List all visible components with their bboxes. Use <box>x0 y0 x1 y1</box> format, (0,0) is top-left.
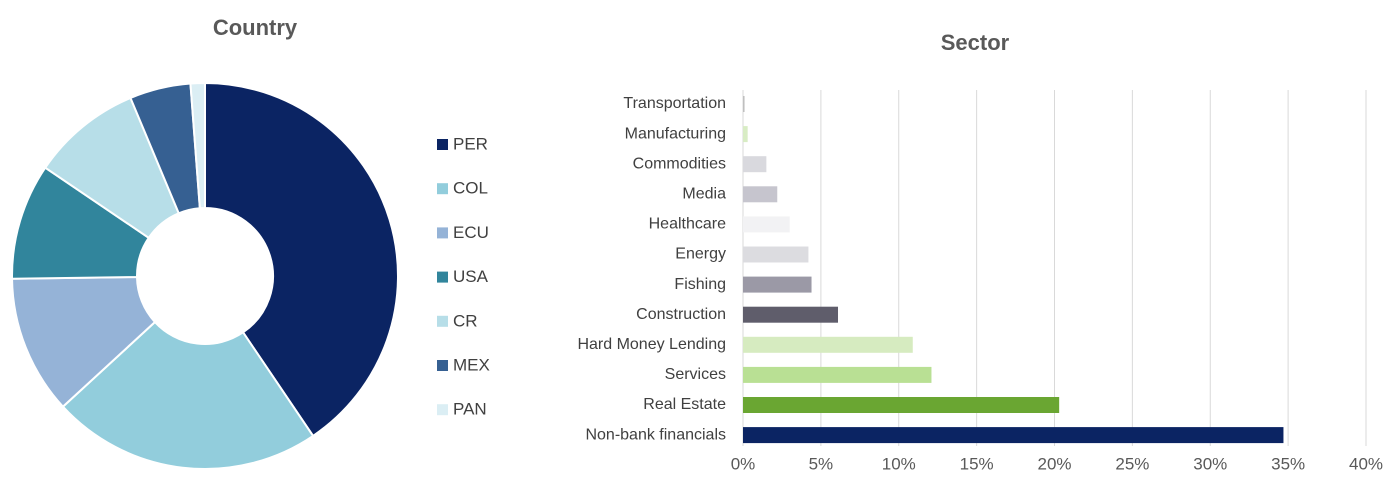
y-tick-label: Real Estate <box>643 396 726 413</box>
y-tick-label: Fishing <box>674 276 726 293</box>
x-tick-label: 0% <box>731 454 756 473</box>
pie-slice <box>61 320 315 470</box>
y-tick-label: Manufacturing <box>625 125 726 142</box>
x-tick-label: 10% <box>882 454 916 473</box>
legend-swatch <box>437 227 448 239</box>
legend-label: PAN <box>453 400 487 419</box>
legend-label: USA <box>453 267 489 286</box>
legend-label: CR <box>453 311 478 330</box>
bar-title: Sector <box>941 30 1010 55</box>
bar <box>743 216 790 233</box>
legend-label: PER <box>453 134 488 153</box>
x-tick-label: 30% <box>1193 454 1227 473</box>
bar <box>743 366 932 383</box>
bar <box>743 336 913 353</box>
y-tick-label: Energy <box>675 246 726 263</box>
bar <box>743 126 748 143</box>
bar <box>743 306 839 323</box>
legend-label: COL <box>453 179 488 198</box>
x-tick-label: 20% <box>1037 454 1071 473</box>
pie-slice <box>189 81 206 210</box>
y-tick-label: Commodities <box>633 155 726 172</box>
legend-label: MEX <box>453 355 490 374</box>
legend-swatch <box>437 183 448 195</box>
pie-slice <box>204 81 399 438</box>
x-tick-label: 5% <box>809 454 834 473</box>
x-tick-label: 40% <box>1349 454 1383 473</box>
legend-swatch <box>437 404 448 416</box>
x-tick-label: 35% <box>1271 454 1305 473</box>
bar <box>743 427 1284 444</box>
y-tick-label: Transportation <box>623 95 726 112</box>
y-tick-label: Healthcare <box>649 216 726 233</box>
bar <box>743 397 1060 413</box>
legend-label: ECU <box>453 223 489 242</box>
y-tick-label: Media <box>682 186 726 203</box>
bar <box>743 96 745 112</box>
bar <box>743 276 812 293</box>
y-tick-label: Services <box>665 366 726 383</box>
pie-title: Country <box>213 15 298 40</box>
legend-swatch <box>437 271 448 283</box>
legend-swatch <box>437 315 448 327</box>
bar <box>743 246 809 263</box>
y-tick-label: Non-bank financials <box>585 426 726 443</box>
pie-slice <box>11 275 157 409</box>
x-tick-label: 25% <box>1115 454 1149 473</box>
y-tick-label: Hard Money Lending <box>577 336 726 353</box>
legend-swatch <box>437 360 448 371</box>
bar <box>743 186 778 203</box>
x-tick-label: 15% <box>960 454 994 473</box>
y-tick-label: Construction <box>636 306 726 323</box>
bar <box>743 156 767 173</box>
legend-swatch <box>437 139 448 150</box>
